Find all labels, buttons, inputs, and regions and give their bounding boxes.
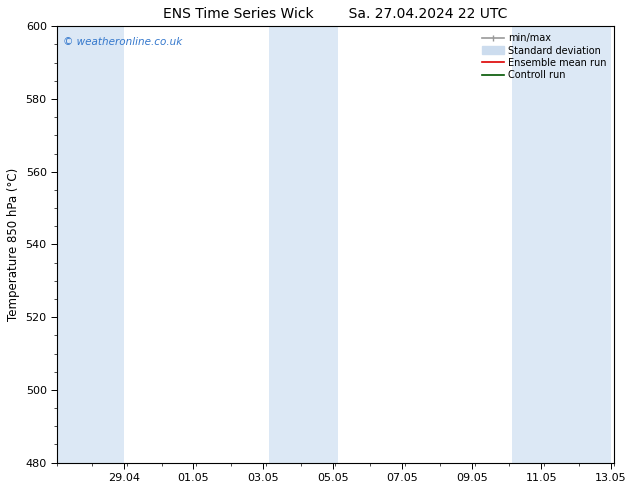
Bar — [57, 26, 124, 463]
Bar — [269, 26, 339, 463]
Text: © weatheronline.co.uk: © weatheronline.co.uk — [63, 37, 182, 47]
Bar — [512, 26, 611, 463]
Y-axis label: Temperature 850 hPa (°C): Temperature 850 hPa (°C) — [7, 168, 20, 321]
Title: ENS Time Series Wick        Sa. 27.04.2024 22 UTC: ENS Time Series Wick Sa. 27.04.2024 22 U… — [164, 7, 508, 21]
Legend: min/max, Standard deviation, Ensemble mean run, Controll run: min/max, Standard deviation, Ensemble me… — [481, 31, 609, 82]
